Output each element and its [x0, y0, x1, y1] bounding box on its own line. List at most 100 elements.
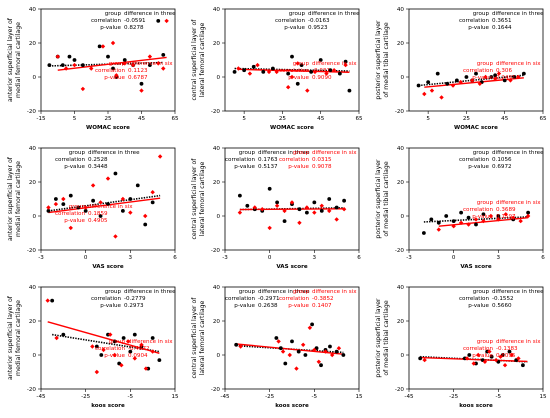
data-point [143, 366, 149, 371]
series-name: difference in three [492, 11, 544, 17]
data-point [68, 225, 73, 231]
data-point [274, 336, 279, 340]
regression-line [57, 56, 167, 71]
data-point [132, 332, 137, 337]
data-point [294, 366, 299, 371]
data-point [429, 88, 435, 93]
data-point [113, 234, 118, 239]
x-tick-label: -25 [449, 394, 459, 400]
data-point [474, 361, 478, 366]
data-point [343, 62, 348, 68]
y-axis-label: of medial tibial cartilage [383, 300, 390, 375]
data-point [278, 346, 283, 351]
data-point [487, 349, 492, 354]
data-point [290, 54, 294, 59]
data-point [297, 220, 302, 225]
y-tick-label: 40 [29, 146, 37, 152]
data-point [114, 73, 119, 78]
series-name: difference in six [312, 289, 357, 295]
data-point [286, 71, 291, 76]
data-point [275, 200, 280, 205]
stat-label: correlation [275, 18, 305, 24]
y-axis-label: lateral femoral cartilage [199, 300, 206, 375]
y-tick-label: 20 [397, 41, 405, 47]
correlation-value: -0.2779 [124, 296, 146, 302]
y-axis-label: lateral femoral cartilage [199, 22, 206, 97]
data-point [309, 70, 314, 74]
data-point [80, 63, 85, 67]
data-point [503, 212, 508, 217]
data-point [435, 71, 440, 76]
data-point [53, 201, 59, 207]
data-point [334, 205, 339, 210]
data-point [295, 81, 300, 86]
data-point [304, 210, 309, 215]
data-point [280, 349, 286, 354]
x-tick-label: 65 [355, 116, 363, 122]
data-point [459, 210, 464, 215]
data-point [255, 62, 260, 68]
data-point [458, 79, 463, 85]
p-value: 0.0904 [128, 353, 148, 359]
x-tick-label: 6 [357, 255, 361, 261]
y-tick-label: -20 [395, 109, 405, 115]
data-point [112, 352, 117, 358]
data-point [489, 75, 494, 79]
data-point [101, 347, 106, 353]
data-point [466, 222, 471, 227]
data-point [488, 213, 494, 219]
data-point [299, 63, 304, 67]
y-axis-label: central superficial layer of [191, 19, 198, 101]
data-point [45, 298, 50, 303]
data-point [47, 63, 52, 67]
x-tick-label: 15 [171, 394, 179, 400]
data-point [63, 66, 69, 71]
data-point [90, 344, 95, 349]
y-tick-label: -20 [27, 109, 37, 115]
p-value: 0.5137 [258, 164, 278, 170]
stat-label: group [477, 61, 494, 67]
data-point [451, 219, 456, 223]
stat-label: correlation [459, 18, 489, 24]
stat-label: p-value [468, 164, 489, 170]
p-value: 0.3448 [88, 164, 108, 170]
series-name: difference in six [312, 61, 357, 67]
y-tick-label: 20 [29, 41, 37, 47]
data-point [341, 207, 347, 212]
stat-label: group [69, 150, 86, 156]
panel-svg: -3 0 3 6 -20 0 20 40 VAS score posterior superfic… [375, 146, 545, 270]
panel-svg: 5 25 45 65 -20 0 20 40 WOMAC score posterior supe… [375, 7, 547, 131]
data-point [147, 54, 153, 59]
y-tick-label: 40 [29, 285, 37, 291]
y-axis-label: central superficial layer of [191, 297, 198, 379]
scatter-panel: -3 0 3 6 -20 0 20 40 VAS score anterior superfici… [3, 142, 181, 275]
stat-label: correlation [463, 68, 493, 74]
y-tick-label: 0 [32, 214, 36, 220]
data-point [343, 59, 348, 64]
data-point [493, 73, 498, 78]
y-tick-label: 40 [213, 285, 221, 291]
series-name: difference in six [496, 339, 541, 345]
data-point [496, 214, 501, 218]
panel-svg: -45 -25 -5 15 -20 0 20 40 koos score central supe… [191, 285, 363, 409]
panel-svg: -45 -25 -5 15 -20 0 20 40 koos score posterior su… [375, 285, 547, 409]
data-point [106, 54, 110, 59]
series-name: difference in three [88, 150, 140, 156]
data-point [128, 197, 133, 201]
data-point [139, 81, 144, 86]
stat-label: correlation [95, 346, 125, 352]
data-point [512, 75, 517, 79]
x-tick-label: -15 [36, 116, 46, 122]
y-tick-label: 40 [213, 146, 221, 152]
data-point [327, 197, 332, 201]
stat-label: p-value [288, 303, 309, 309]
data-point [54, 335, 59, 341]
correlation-value: 0.3651 [492, 18, 512, 24]
y-tick-label: 40 [397, 146, 405, 152]
stat-label: p-value [104, 75, 125, 81]
data-point [337, 71, 342, 76]
data-point [83, 209, 88, 213]
plot-frame [40, 8, 176, 112]
data-point [466, 215, 471, 220]
stat-label: p-value [100, 303, 121, 309]
